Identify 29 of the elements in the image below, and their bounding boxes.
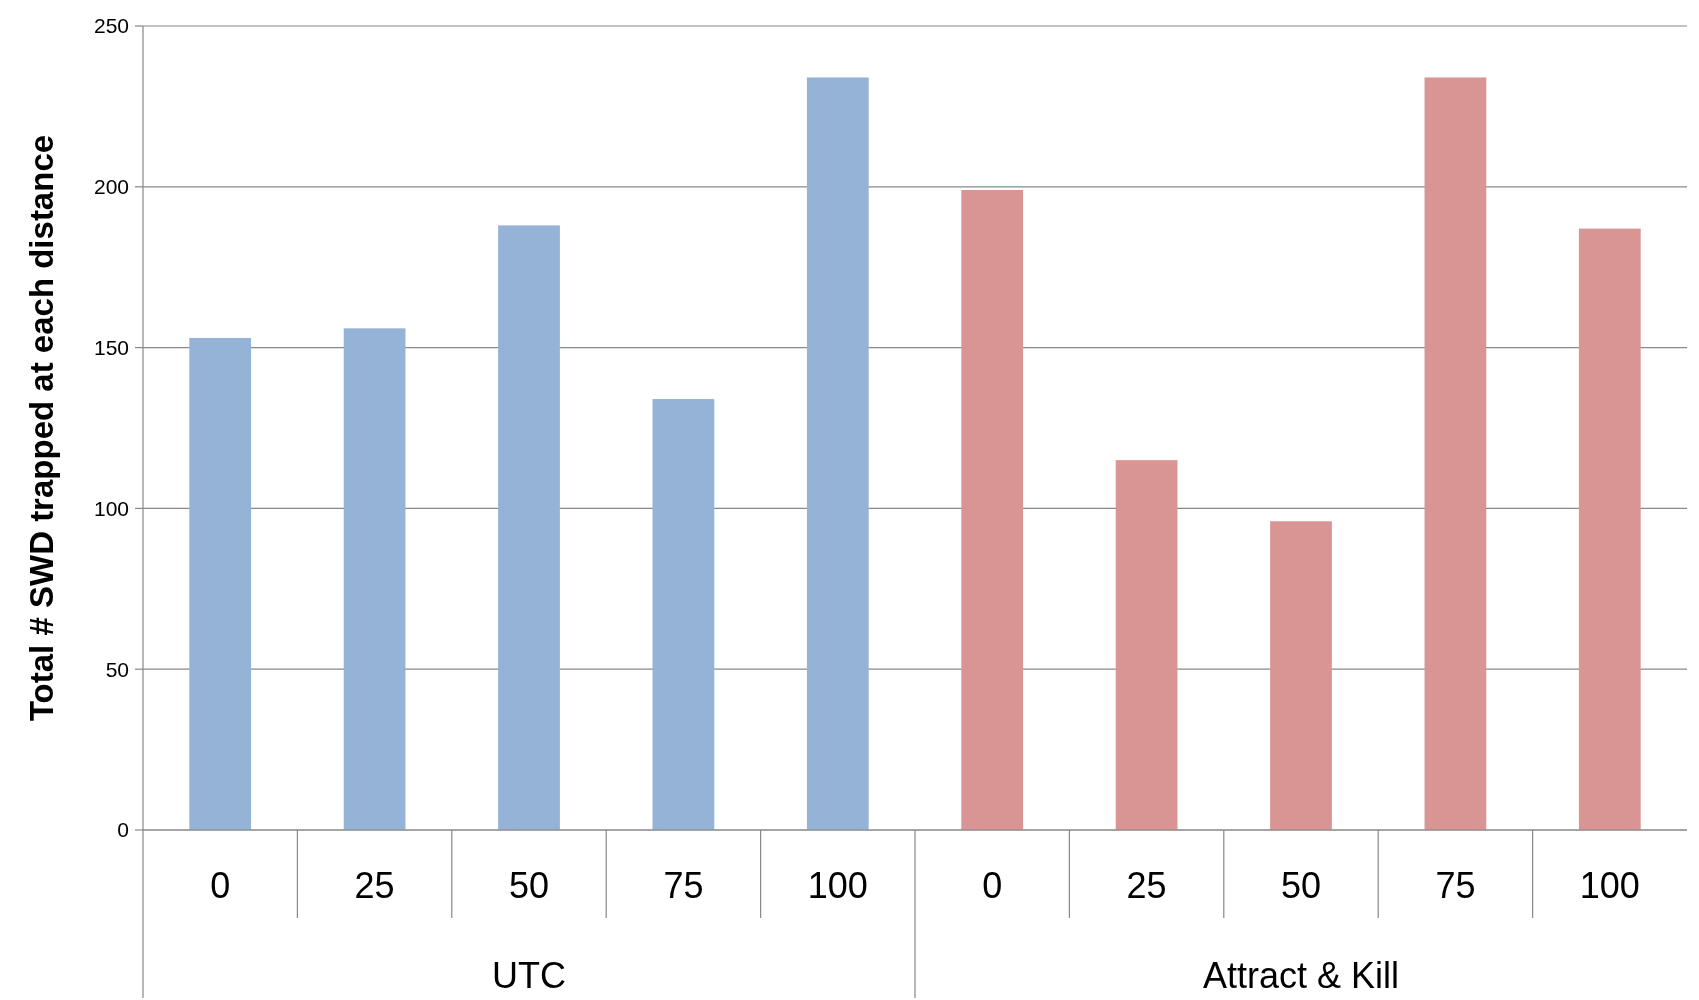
x-tick-label: 25 (1126, 864, 1167, 906)
bar (1270, 521, 1332, 830)
text: Attract & Kill (1202, 954, 1400, 996)
x-tick-label: 50 (508, 864, 550, 906)
y-tick-label: 0 (117, 818, 129, 842)
x-tick-label: 50 (1280, 864, 1322, 906)
bar (343, 328, 406, 830)
y-tick-label: 100 (93, 496, 129, 520)
y-axis-title: Total # SWD trapped at each distance (23, 134, 60, 722)
y-tick-label: 150 (93, 335, 129, 359)
text: UTC (492, 954, 566, 996)
bar (652, 399, 715, 830)
y-tick-label: 250 (93, 14, 129, 38)
bar (1578, 228, 1641, 830)
y-tick-label: 200 (93, 175, 129, 199)
bar (1424, 77, 1487, 830)
x-tick-label: 0 (210, 864, 231, 906)
x-tick-label: 75 (663, 864, 704, 906)
bar (961, 190, 1024, 830)
bar (1115, 460, 1178, 830)
bar (806, 77, 869, 830)
x-tick-label: 100 (807, 864, 868, 906)
y-tick-label: 50 (105, 657, 129, 681)
bar (189, 337, 252, 830)
bar (498, 225, 560, 830)
x-tick-label: 0 (982, 864, 1003, 906)
x-tick-label: 75 (1435, 864, 1476, 906)
x-tick-label: 25 (354, 864, 395, 906)
x-tick-label: 100 (1579, 864, 1640, 906)
